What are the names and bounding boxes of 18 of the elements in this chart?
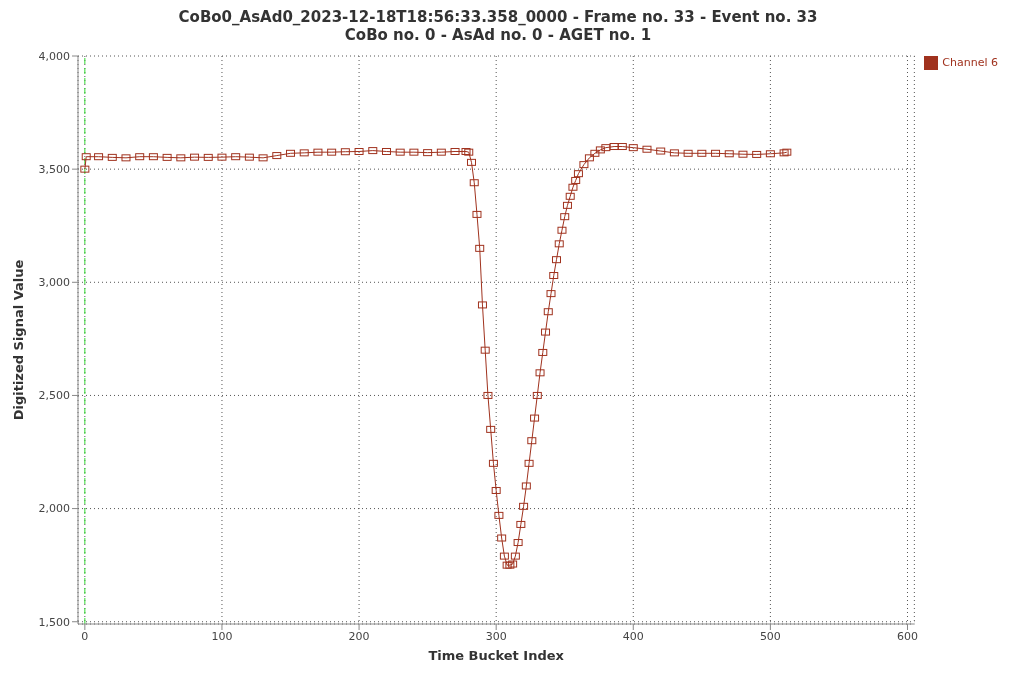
chart-title: CoBo0_AsAd0_2023-12-18T18:56:33.358_0000 - Frame no. 33 - Event no. 33: [177, 8, 819, 26]
x-tick-label: 300: [485, 629, 507, 643]
chart-subtitle: CoBo no. 0 - AsAd no. 0 - AGET no. 1: [343, 26, 653, 44]
y-tick-label: 1,500: [38, 615, 70, 629]
y-tick-label: 2,000: [38, 502, 70, 516]
x-axis-title: Time Bucket Index: [428, 648, 565, 663]
x-tick-label: 600: [896, 629, 918, 643]
x-tick-label: 100: [211, 629, 233, 643]
x-tick-label: 400: [622, 629, 644, 643]
y-tick-label: 4,000: [38, 49, 70, 63]
x-tick-label: 200: [348, 629, 370, 643]
x-tick-label: 0: [81, 629, 89, 643]
y-tick-label: 2,500: [38, 389, 70, 403]
legend-label: Channel 6: [942, 56, 998, 69]
y-tick-label: 3,000: [38, 276, 70, 290]
y-axis-title: Digitized Signal Value: [10, 259, 26, 421]
y-tick-label: 3,500: [38, 163, 70, 177]
x-tick-label: 500: [759, 629, 781, 643]
